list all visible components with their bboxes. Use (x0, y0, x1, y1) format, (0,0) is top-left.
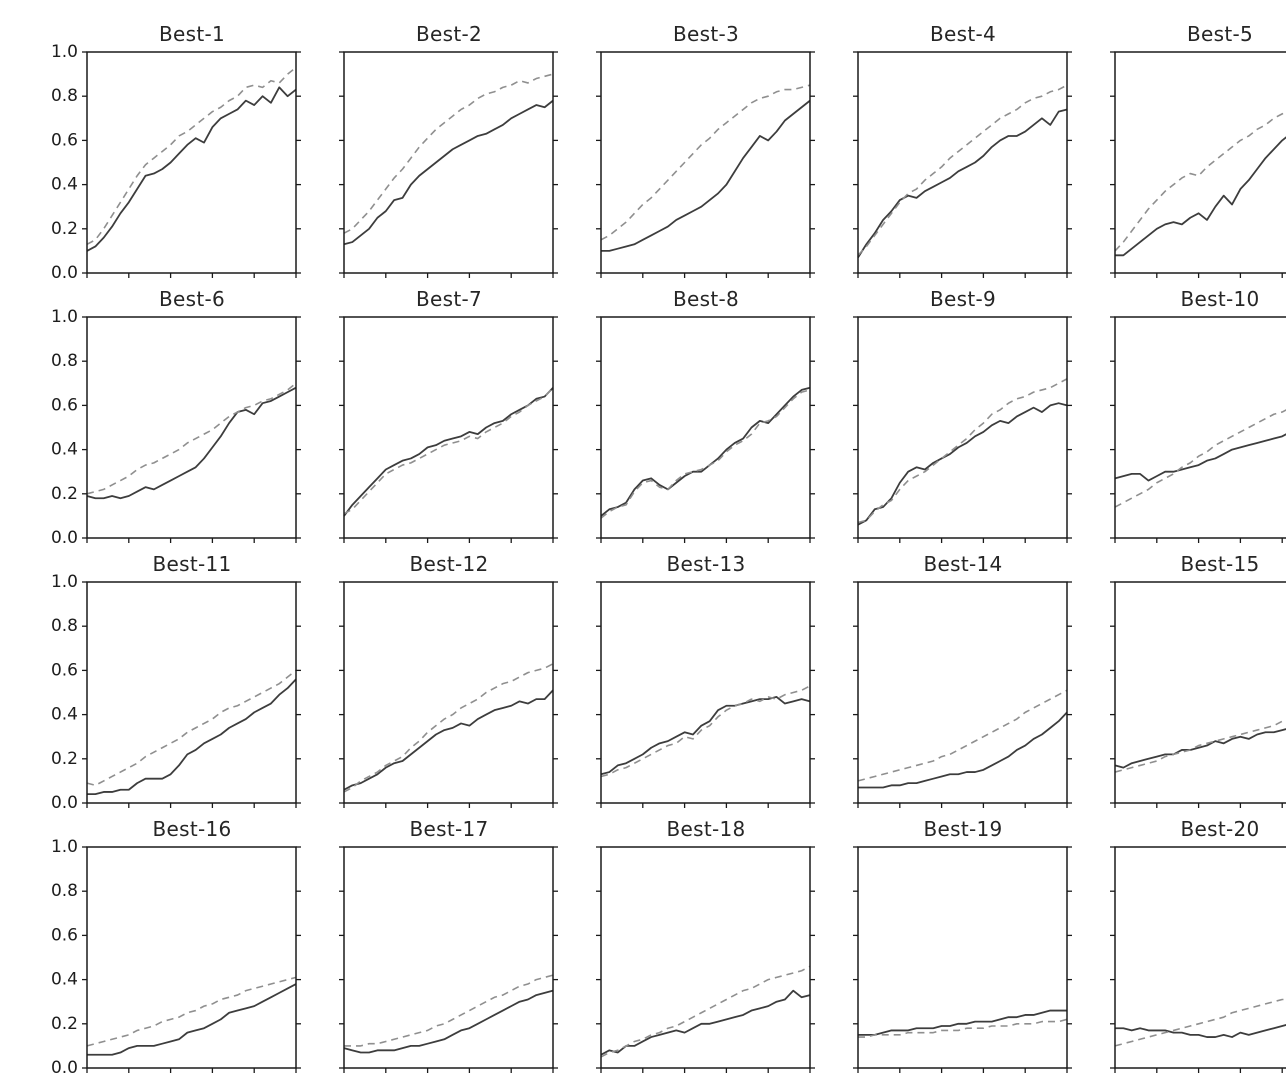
line-chart (1110, 846, 1286, 1073)
subplot-best-10: Best-10 (1068, 281, 1286, 546)
subplot-title: Best-13 (666, 552, 746, 576)
subplot-title: Best-20 (1180, 817, 1260, 841)
subplot-best-16: Best-16 0.0 0.2 0.4 0.6 0.8 1.0 (40, 811, 301, 1076)
subplot-title: Best-9 (929, 287, 997, 311)
subplot-title: Best-12 (409, 552, 489, 576)
svg-text:0.8: 0.8 (51, 616, 78, 636)
line-chart (853, 581, 1072, 808)
subplot-best-9: Best-9 (811, 281, 1072, 546)
line-chart (339, 51, 558, 278)
subplot-title: Best-11 (152, 552, 232, 576)
subplot-best-2: Best-2 (297, 16, 558, 281)
subplot-best-13: Best-13 (554, 546, 815, 811)
svg-text:0.6: 0.6 (51, 395, 78, 415)
subplot-title: Best-2 (415, 22, 483, 46)
svg-text:0.6: 0.6 (51, 660, 78, 680)
subplot-title: Best-4 (929, 22, 997, 46)
subplot-best-7: Best-7 (297, 281, 558, 546)
subplot-title: Best-15 (1180, 552, 1260, 576)
subplot-title: Best-8 (672, 287, 740, 311)
subplot-title: Best-5 (1186, 22, 1254, 46)
subplot-title: Best-14 (923, 552, 1003, 576)
line-chart: 0.0 0.2 0.4 0.6 0.8 1.0 (51, 837, 301, 1076)
subplot-best-19: Best-19 (811, 811, 1072, 1076)
subplot-best-5: Best-5 (1068, 16, 1286, 281)
subplot-best-17: Best-17 (297, 811, 558, 1076)
svg-text:1.0: 1.0 (51, 42, 78, 62)
svg-text:0.2: 0.2 (51, 749, 78, 769)
subplot-best-11: Best-11 0.0 0.2 0.4 0.6 0.8 1.0 (40, 546, 301, 813)
subplot-best-18: Best-18 (554, 811, 815, 1076)
svg-text:0.2: 0.2 (51, 1014, 78, 1034)
subplot-title: Best-10 (1180, 287, 1260, 311)
line-chart (339, 581, 558, 808)
line-chart (1110, 51, 1286, 278)
subplot-best-3: Best-3 (554, 16, 815, 281)
line-chart (596, 581, 815, 808)
subplot-best-15: Best-15 (1068, 546, 1286, 811)
svg-text:0.2: 0.2 (51, 484, 78, 504)
svg-text:0.0: 0.0 (51, 263, 78, 283)
subplot-title: Best-16 (152, 817, 232, 841)
line-chart: 0.0 0.2 0.4 0.6 0.8 1.0 (51, 307, 301, 548)
subplot-title: Best-6 (158, 287, 226, 311)
svg-text:0.6: 0.6 (51, 130, 78, 150)
svg-text:1.0: 1.0 (51, 307, 78, 327)
subplot-title: Best-18 (666, 817, 746, 841)
svg-text:0.0: 0.0 (51, 1058, 78, 1076)
line-chart (339, 846, 558, 1073)
svg-text:0.0: 0.0 (51, 528, 78, 548)
line-chart (853, 316, 1072, 543)
line-chart (1110, 581, 1286, 808)
svg-text:0.8: 0.8 (51, 351, 78, 371)
svg-text:0.4: 0.4 (51, 970, 78, 990)
line-chart (596, 316, 815, 543)
line-chart (1110, 316, 1286, 543)
svg-text:0.4: 0.4 (51, 440, 78, 460)
subplot-best-8: Best-8 (554, 281, 815, 546)
subplot-title: Best-19 (923, 817, 1003, 841)
line-chart (853, 51, 1072, 278)
subplot-best-14: Best-14 (811, 546, 1072, 811)
svg-text:0.2: 0.2 (51, 219, 78, 239)
svg-text:0.8: 0.8 (51, 86, 78, 106)
svg-text:0.4: 0.4 (51, 705, 78, 725)
svg-text:1.0: 1.0 (51, 572, 78, 592)
svg-text:1.0: 1.0 (51, 837, 78, 857)
line-chart (596, 846, 815, 1073)
svg-text:0.6: 0.6 (51, 925, 78, 945)
line-chart (596, 51, 815, 278)
subplot-best-1: Best-1 0.0 0.2 0.4 0.6 0.8 1.0 (40, 16, 301, 283)
line-chart: 0.0 0.2 0.4 0.6 0.8 1.0 (51, 42, 301, 283)
subplot-best-4: Best-4 (811, 16, 1072, 281)
subplot-best-12: Best-12 (297, 546, 558, 811)
svg-text:0.4: 0.4 (51, 175, 78, 195)
subplot-title: Best-17 (409, 817, 489, 841)
line-chart (853, 846, 1072, 1073)
subplot-title: Best-1 (158, 22, 226, 46)
svg-text:0.0: 0.0 (51, 793, 78, 813)
svg-text:0.8: 0.8 (51, 881, 78, 901)
line-chart: 0.0 0.2 0.4 0.6 0.8 1.0 (51, 572, 301, 813)
subplot-title: Best-7 (415, 287, 483, 311)
subplot-best-6: Best-6 0.0 0.2 0.4 0.6 0.8 1.0 (40, 281, 301, 548)
subplot-title: Best-3 (672, 22, 740, 46)
subplot-best-20: Best-20 (1068, 811, 1286, 1076)
line-chart (339, 316, 558, 543)
